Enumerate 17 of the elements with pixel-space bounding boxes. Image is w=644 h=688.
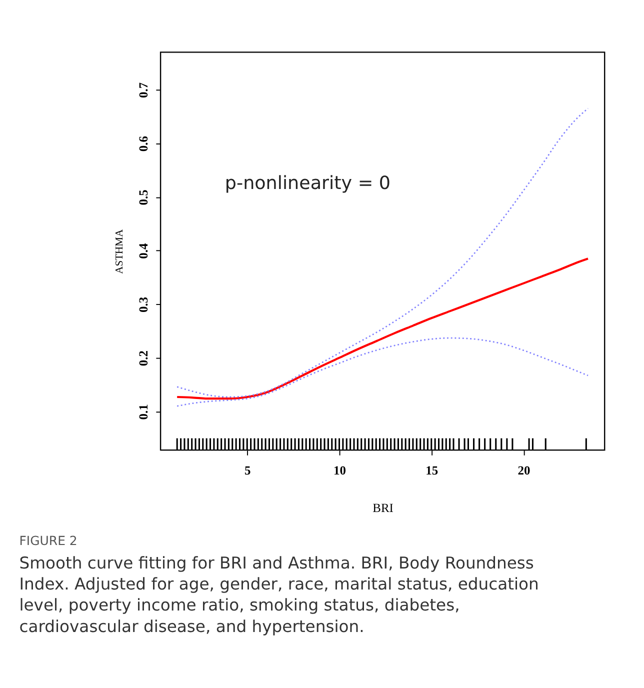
x-tick-label: 20 bbox=[518, 464, 530, 478]
y-tick-label: 0.7 bbox=[136, 82, 151, 98]
y-axis-title: ASTHMA bbox=[114, 228, 126, 274]
text: Smooth curve fitting for BRI and Asthma. BRI, Body Roundness Index. Adjusted for age, gender, race, marital status, education level, poverty income ratio, smoking status, diabetes, cardiovascular disease, and hypertension. bbox=[19, 553, 539, 636]
y-tick-label: 0.3 bbox=[136, 296, 151, 313]
y-tick-label: 0.5 bbox=[136, 190, 151, 206]
x-tick-label: 5 bbox=[244, 464, 251, 478]
x-tick-label: 10 bbox=[333, 464, 346, 478]
y-tick-label: 0.4 bbox=[136, 242, 151, 259]
line-series bbox=[176, 258, 590, 400]
x-axis-title: BRI bbox=[372, 501, 394, 516]
text: FIGURE 2 bbox=[19, 533, 78, 548]
y-tick-label: 0.1 bbox=[136, 404, 151, 420]
y-tick-label: 0.2 bbox=[136, 350, 151, 366]
annotation: p-nonlinearity = 0 bbox=[224, 173, 391, 194]
x-tick-label: 15 bbox=[426, 464, 438, 478]
y-tick-label: 0.6 bbox=[136, 136, 151, 152]
